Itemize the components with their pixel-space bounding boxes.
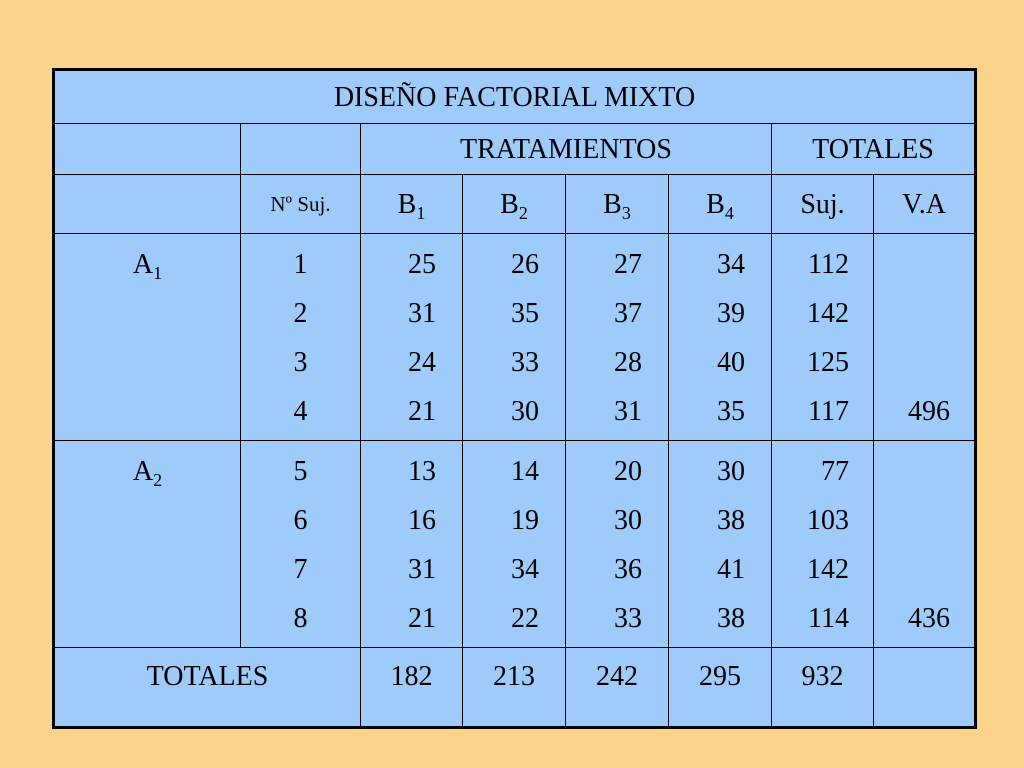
b3-values: 20 30 36 33 (565, 440, 669, 648)
b1-header: B1 (360, 174, 463, 234)
tratamientos-header: TRATAMIENTOS (360, 123, 772, 175)
empty-header-cell (53, 123, 241, 175)
b3-total: 242 (565, 647, 669, 728)
va-totals: 436 (873, 440, 976, 648)
va-totals: 496 (873, 233, 976, 441)
header-row: TRATAMIENTOS TOTALES (53, 123, 976, 175)
b1-total: 182 (360, 647, 463, 728)
table-title: DISEÑO FACTORIAL MIXTO (53, 69, 976, 124)
b2-header: B2 (462, 174, 566, 234)
suj-totals: 112 142 125 117 (771, 233, 874, 441)
group-label-a1: A1 (53, 233, 241, 441)
b2-values: 14 19 34 22 (462, 440, 566, 648)
totales-header: TOTALES (771, 123, 976, 175)
empty-header-cell (240, 123, 361, 175)
b3-values: 27 37 28 31 (565, 233, 669, 441)
va-header: V.A (873, 174, 976, 234)
nsuj-header: Nº Suj. (240, 174, 361, 234)
b3-header: B3 (565, 174, 669, 234)
b1-values: 25 31 24 21 (360, 233, 463, 441)
b4-values: 34 39 40 35 (668, 233, 772, 441)
suj-totals: 77 103 142 114 (771, 440, 874, 648)
group-label-a2: A2 (53, 440, 241, 648)
b4-values: 30 38 41 38 (668, 440, 772, 648)
b4-total: 295 (668, 647, 772, 728)
suj-header: Suj. (771, 174, 874, 234)
subheader-row: Nº Suj. B1 B2 B3 B4 Suj. V.A (53, 174, 976, 234)
totals-row: TOTALES 182 213 242 295 932 (53, 647, 976, 728)
grand-total: 932 (771, 647, 874, 728)
b2-total: 213 (462, 647, 566, 728)
b1-values: 13 16 31 21 (360, 440, 463, 648)
b2-values: 26 35 33 30 (462, 233, 566, 441)
totals-label: TOTALES (53, 647, 361, 728)
empty-subheader-cell (53, 174, 241, 234)
va-total (874, 648, 976, 728)
factorial-design-table: DISEÑO FACTORIAL MIXTO TRATAMIENTOS TOTA… (52, 68, 978, 729)
b4-header: B4 (668, 174, 772, 234)
